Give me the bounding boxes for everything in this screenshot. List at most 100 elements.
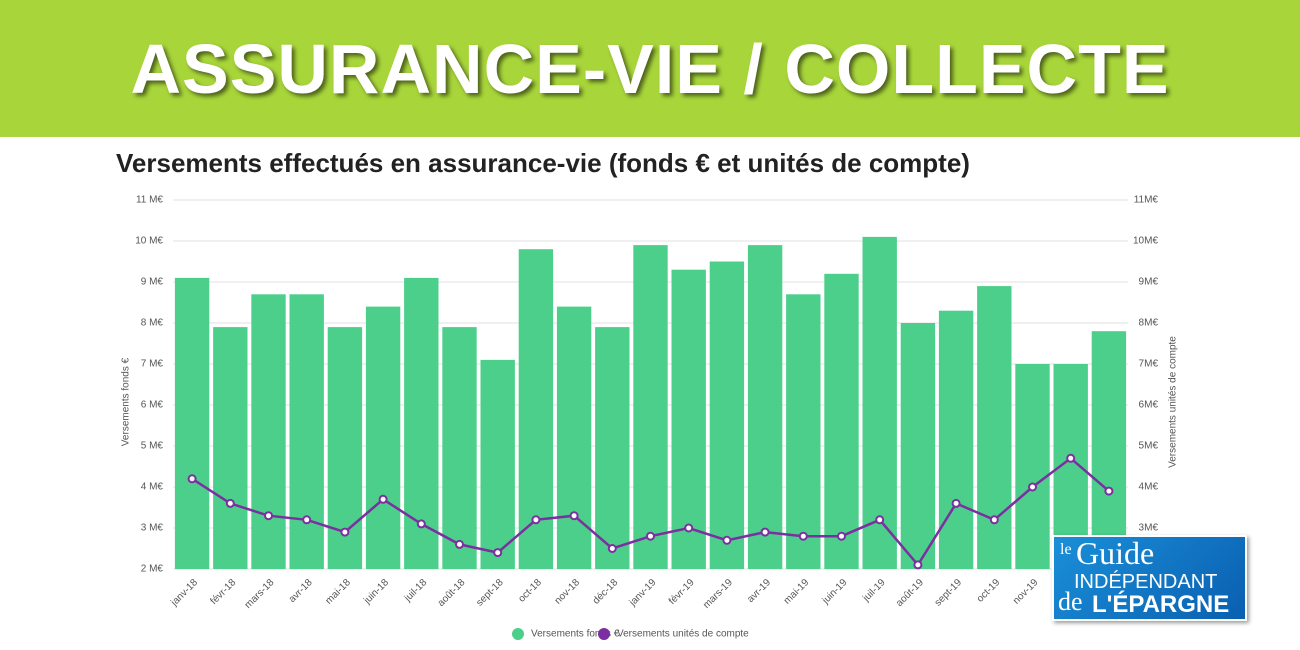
bar xyxy=(900,323,936,569)
x-tick-label: févr-18 xyxy=(209,577,239,607)
y2-tick-label: 3M€ xyxy=(1139,523,1159,534)
y-tick-label: 7 M€ xyxy=(141,359,164,370)
line-point xyxy=(455,539,464,549)
y-tick-label: 4 M€ xyxy=(141,482,164,493)
bar xyxy=(671,269,706,569)
bar xyxy=(174,277,210,569)
bar xyxy=(213,327,248,569)
line-point xyxy=(264,511,273,521)
x-tick-label: nov-19 xyxy=(1011,577,1041,607)
x-tick-label: juin-19 xyxy=(820,577,850,607)
bar xyxy=(480,359,515,569)
y2-tick-label: 11M€ xyxy=(1134,195,1159,206)
y2-tick-label: 7M€ xyxy=(1139,359,1159,370)
y-tick-label: 6 M€ xyxy=(141,400,164,411)
logo-text: le xyxy=(1060,541,1072,558)
line-point xyxy=(646,531,655,541)
legend-label: Versements unités de compte xyxy=(617,629,749,640)
line-point xyxy=(569,511,579,521)
x-tick-label: juin-18 xyxy=(361,577,391,607)
line-point xyxy=(722,535,732,545)
bar xyxy=(786,294,821,569)
y2-axis-label: Versements unités de compte xyxy=(1168,336,1179,468)
x-tick-label: avr-19 xyxy=(745,577,773,605)
logo-text: Guide xyxy=(1076,535,1155,571)
x-tick-label: mars-19 xyxy=(701,577,735,611)
y-tick-label: 9 M€ xyxy=(141,277,164,288)
x-tick-label: janv-18 xyxy=(168,577,200,609)
bar xyxy=(1091,331,1127,569)
legend-marker xyxy=(598,628,610,640)
y-tick-label: 2 M€ xyxy=(141,564,164,575)
legend-label: Versements fonds € xyxy=(531,629,620,640)
line-point xyxy=(684,523,694,533)
bar xyxy=(747,245,783,569)
x-tick-label: oct-19 xyxy=(975,577,1003,605)
bar xyxy=(977,286,1012,569)
y-axis-label: Versements fonds € xyxy=(121,357,132,446)
legend-marker xyxy=(512,628,524,640)
line-point xyxy=(187,474,197,484)
bar xyxy=(442,327,477,569)
logo-text: L'ÉPARGNE xyxy=(1092,591,1230,618)
line-point xyxy=(378,494,388,504)
x-tick-label: juil-18 xyxy=(402,577,430,605)
bar xyxy=(633,245,668,569)
bar xyxy=(862,236,897,569)
y-tick-label: 3 M€ xyxy=(141,523,164,534)
x-tick-label: août-19 xyxy=(894,577,926,609)
banner-title: ASSURANCE-VIE / COLLECTE xyxy=(0,0,1300,137)
bar xyxy=(824,273,859,569)
line-point xyxy=(1066,453,1076,463)
y2-tick-label: 6M€ xyxy=(1139,400,1159,411)
x-tick-label: nov-18 xyxy=(553,577,583,607)
bar xyxy=(1015,364,1050,569)
line-point xyxy=(951,498,961,508)
x-tick-label: avr-18 xyxy=(287,577,315,605)
y-tick-label: 11 M€ xyxy=(136,195,163,206)
line-point xyxy=(302,515,312,525)
chart-title: Versements effectués en assurance-vie (f… xyxy=(116,148,970,178)
x-tick-label: janv-19 xyxy=(627,577,659,609)
x-tick-label: juil-19 xyxy=(860,577,888,605)
y-tick-label: 8 M€ xyxy=(141,318,164,329)
x-tick-label: août-18 xyxy=(436,577,468,609)
line-point xyxy=(1104,486,1114,496)
y2-tick-label: 9M€ xyxy=(1139,277,1159,288)
line-point xyxy=(913,560,923,570)
line-point xyxy=(798,531,808,541)
bar xyxy=(289,294,324,569)
y-tick-label: 10 M€ xyxy=(135,236,163,247)
bar xyxy=(938,310,974,569)
y2-tick-label: 8M€ xyxy=(1139,318,1159,329)
y-tick-label: 5 M€ xyxy=(141,441,164,452)
x-tick-label: sept-18 xyxy=(474,577,506,609)
line-point xyxy=(875,515,885,525)
logo-text: INDÉPENDANT xyxy=(1074,571,1218,593)
line-point xyxy=(493,548,503,558)
bar xyxy=(709,261,745,569)
x-tick-label: oct-18 xyxy=(516,577,544,605)
y2-tick-label: 10M€ xyxy=(1133,236,1158,247)
line-point xyxy=(607,544,617,553)
x-tick-label: févr-19 xyxy=(667,577,697,607)
line-point xyxy=(340,527,350,537)
logo: le Guide INDÉPENDANT de L'ÉPARGNE xyxy=(1052,535,1247,621)
bar xyxy=(556,306,592,569)
x-tick-label: mars-18 xyxy=(243,577,277,611)
line-point xyxy=(531,515,541,525)
x-tick-label: déc-18 xyxy=(591,577,621,607)
line-point xyxy=(760,527,770,537)
logo-text: de xyxy=(1058,587,1083,616)
y2-tick-label: 4M€ xyxy=(1139,482,1159,493)
line-point xyxy=(225,498,235,508)
y2-tick-label: 5M€ xyxy=(1139,441,1159,452)
x-tick-label: mai-18 xyxy=(323,577,353,607)
line-point xyxy=(416,519,426,529)
bar xyxy=(251,294,286,569)
line-point xyxy=(989,515,999,525)
bar xyxy=(595,327,630,569)
line-point xyxy=(1028,482,1037,492)
